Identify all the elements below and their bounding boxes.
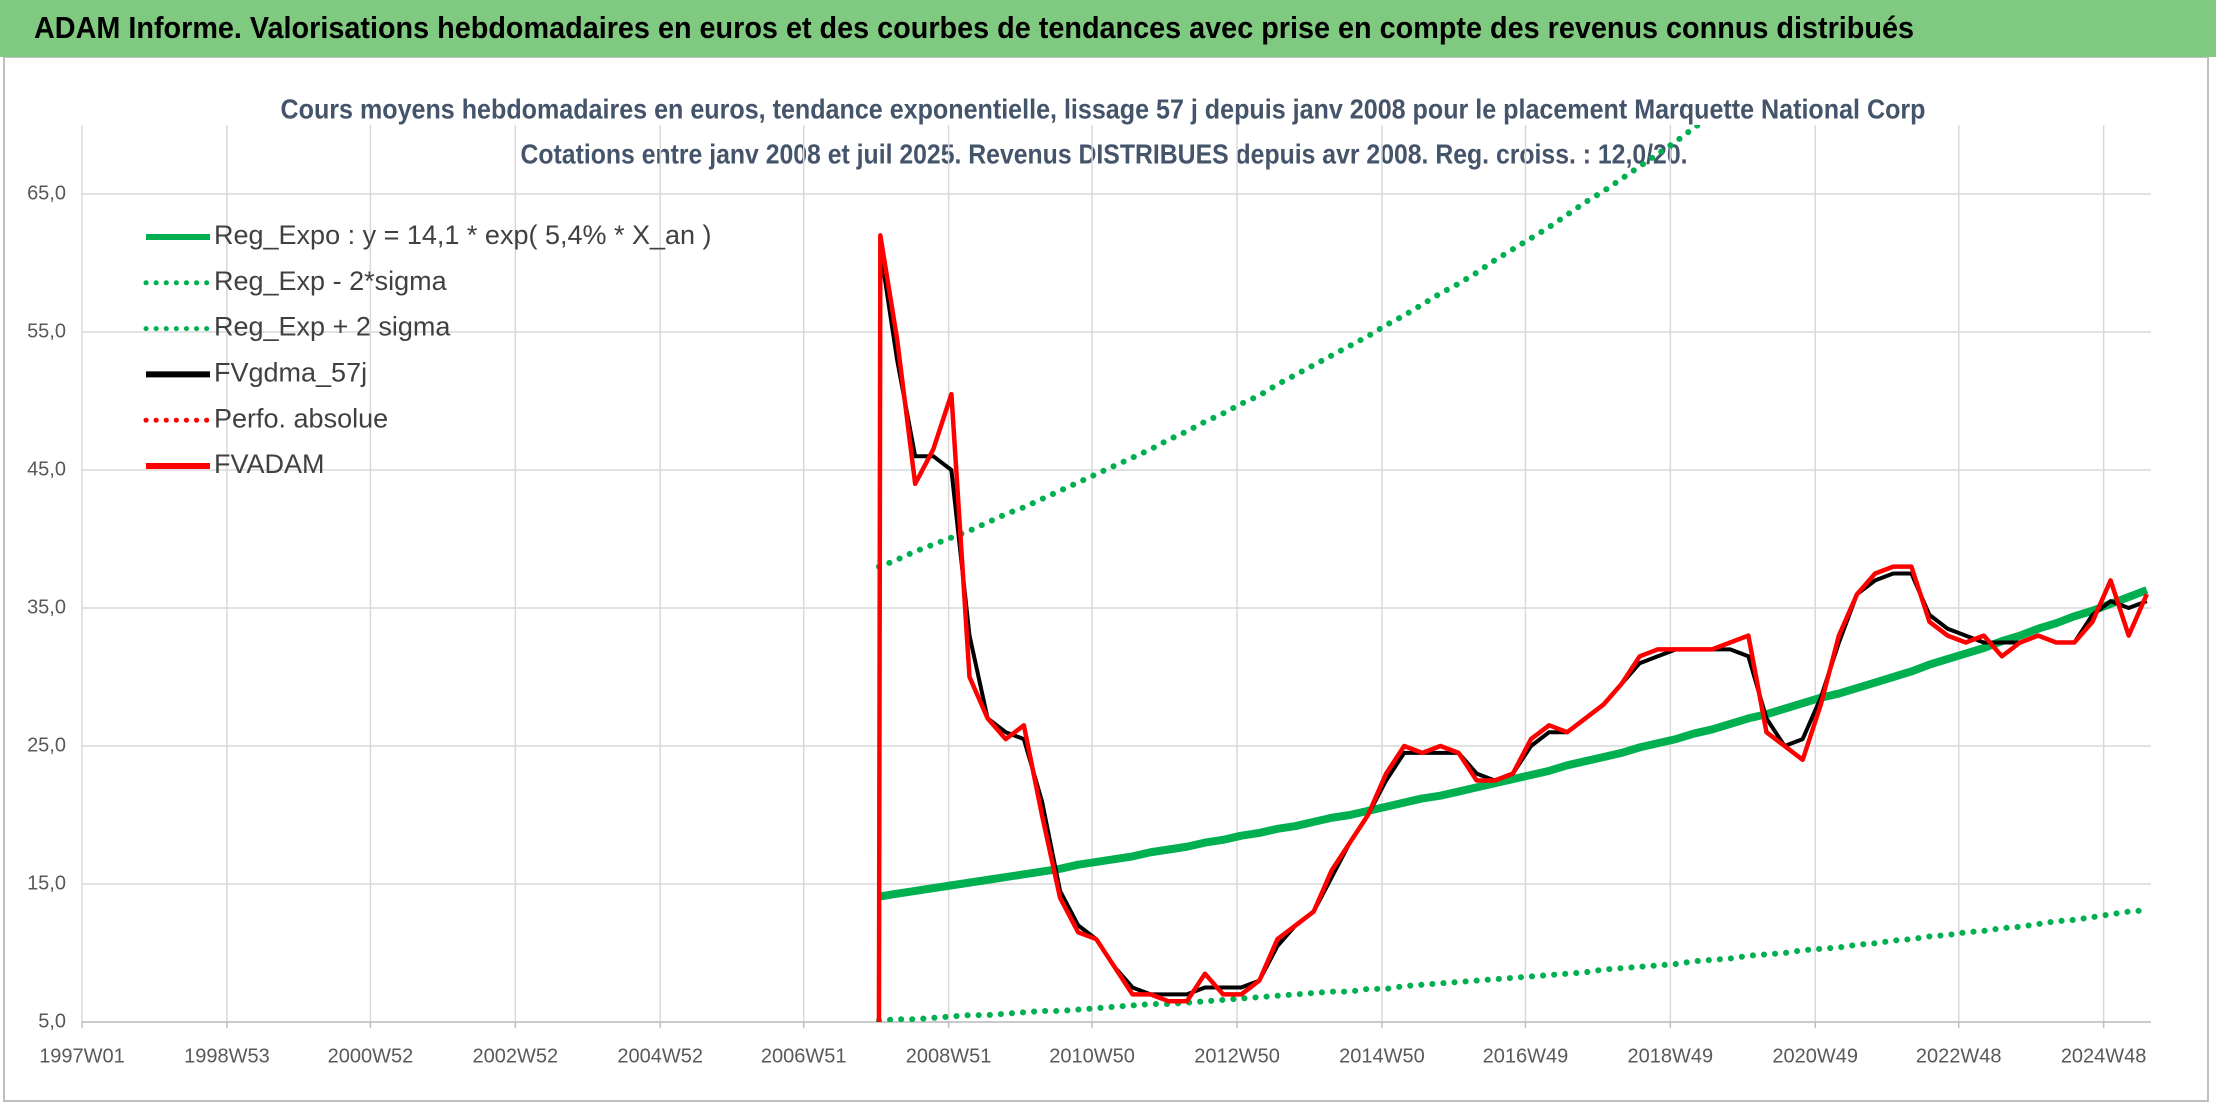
header-bar (0, 0, 2216, 57)
x-tick-label: 2002W52 (472, 1045, 558, 1067)
x-tick-label: 1997W01 (39, 1045, 125, 1067)
series-line (875, 125, 1704, 570)
legend-label: FVgdma_57j (214, 358, 367, 388)
y-tick-label: 5,0 (38, 1010, 66, 1032)
x-tick-label: 2000W52 (328, 1045, 414, 1067)
x-tick-label: 2008W51 (906, 1045, 992, 1067)
legend-label: Reg_Exp + 2 sigma (214, 312, 451, 342)
y-tick-label: 15,0 (27, 872, 66, 894)
legend-label: Reg_Exp - 2*sigma (214, 266, 448, 296)
chart-subtitle: Cotations entre janv 2008 et juil 2025. … (521, 138, 1688, 169)
y-tick-label: 25,0 (27, 734, 66, 756)
x-tick-label: 2020W49 (1772, 1045, 1858, 1067)
x-tick-label: 2024W48 (2061, 1045, 2147, 1067)
plot-area (875, 125, 2150, 1022)
x-tick-label: 2014W50 (1339, 1045, 1425, 1067)
x-tick-label: 2022W48 (1916, 1045, 2002, 1067)
header-title: ADAM Informe. Valorisations hebdomadaire… (34, 10, 1914, 45)
legend-label: Reg_Expo : y = 14,1 * exp( 5,4% * X_an ) (214, 220, 712, 250)
y-tick-label: 65,0 (27, 182, 66, 204)
legend-label: Perfo. absolue (214, 403, 388, 433)
series-line (876, 233, 2149, 1022)
x-tick-label: 2016W49 (1483, 1045, 1569, 1067)
legend: Reg_Expo : y = 14,1 * exp( 5,4% * X_an )… (143, 220, 712, 479)
series-line (876, 586, 2149, 901)
y-tick-label: 35,0 (27, 596, 66, 618)
x-tick-label: 2012W50 (1194, 1045, 1280, 1067)
legend-label: FVADAM (214, 449, 325, 479)
chart-title: Cours moyens hebdomadaires en euros, ten… (281, 93, 1926, 124)
y-tick-label: 55,0 (27, 320, 66, 342)
x-tick-label: 2004W52 (617, 1045, 703, 1067)
x-tick-label: 2018W49 (1628, 1045, 1714, 1067)
x-tick-label: 2010W50 (1049, 1045, 1135, 1067)
x-tick-label: 2006W51 (761, 1045, 847, 1067)
y-tick-label: 45,0 (27, 458, 66, 480)
x-tick-label: 1998W53 (184, 1045, 270, 1067)
